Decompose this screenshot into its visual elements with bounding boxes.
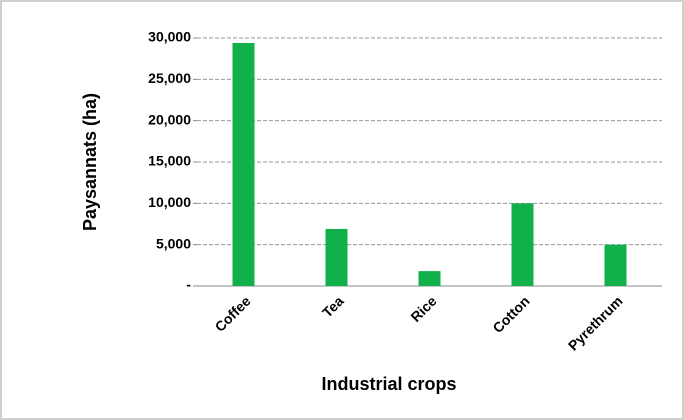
y-tick-label: 15,000: [148, 153, 191, 169]
bar: [604, 244, 627, 286]
y-tick-label: -: [186, 277, 191, 293]
x-axis-label: Industrial crops: [321, 374, 456, 394]
y-axis-label: Paysannats (ha): [80, 93, 100, 231]
y-tick-label: 25,000: [148, 70, 191, 86]
y-tick-label: 5,000: [156, 235, 191, 251]
bar: [511, 203, 534, 286]
y-tick-label: 20,000: [148, 111, 191, 127]
bar: [325, 228, 348, 286]
y-tick-label: 10,000: [148, 194, 191, 210]
y-tick-label: 30,000: [148, 29, 191, 45]
bar: [232, 42, 255, 287]
bar: [418, 271, 441, 286]
